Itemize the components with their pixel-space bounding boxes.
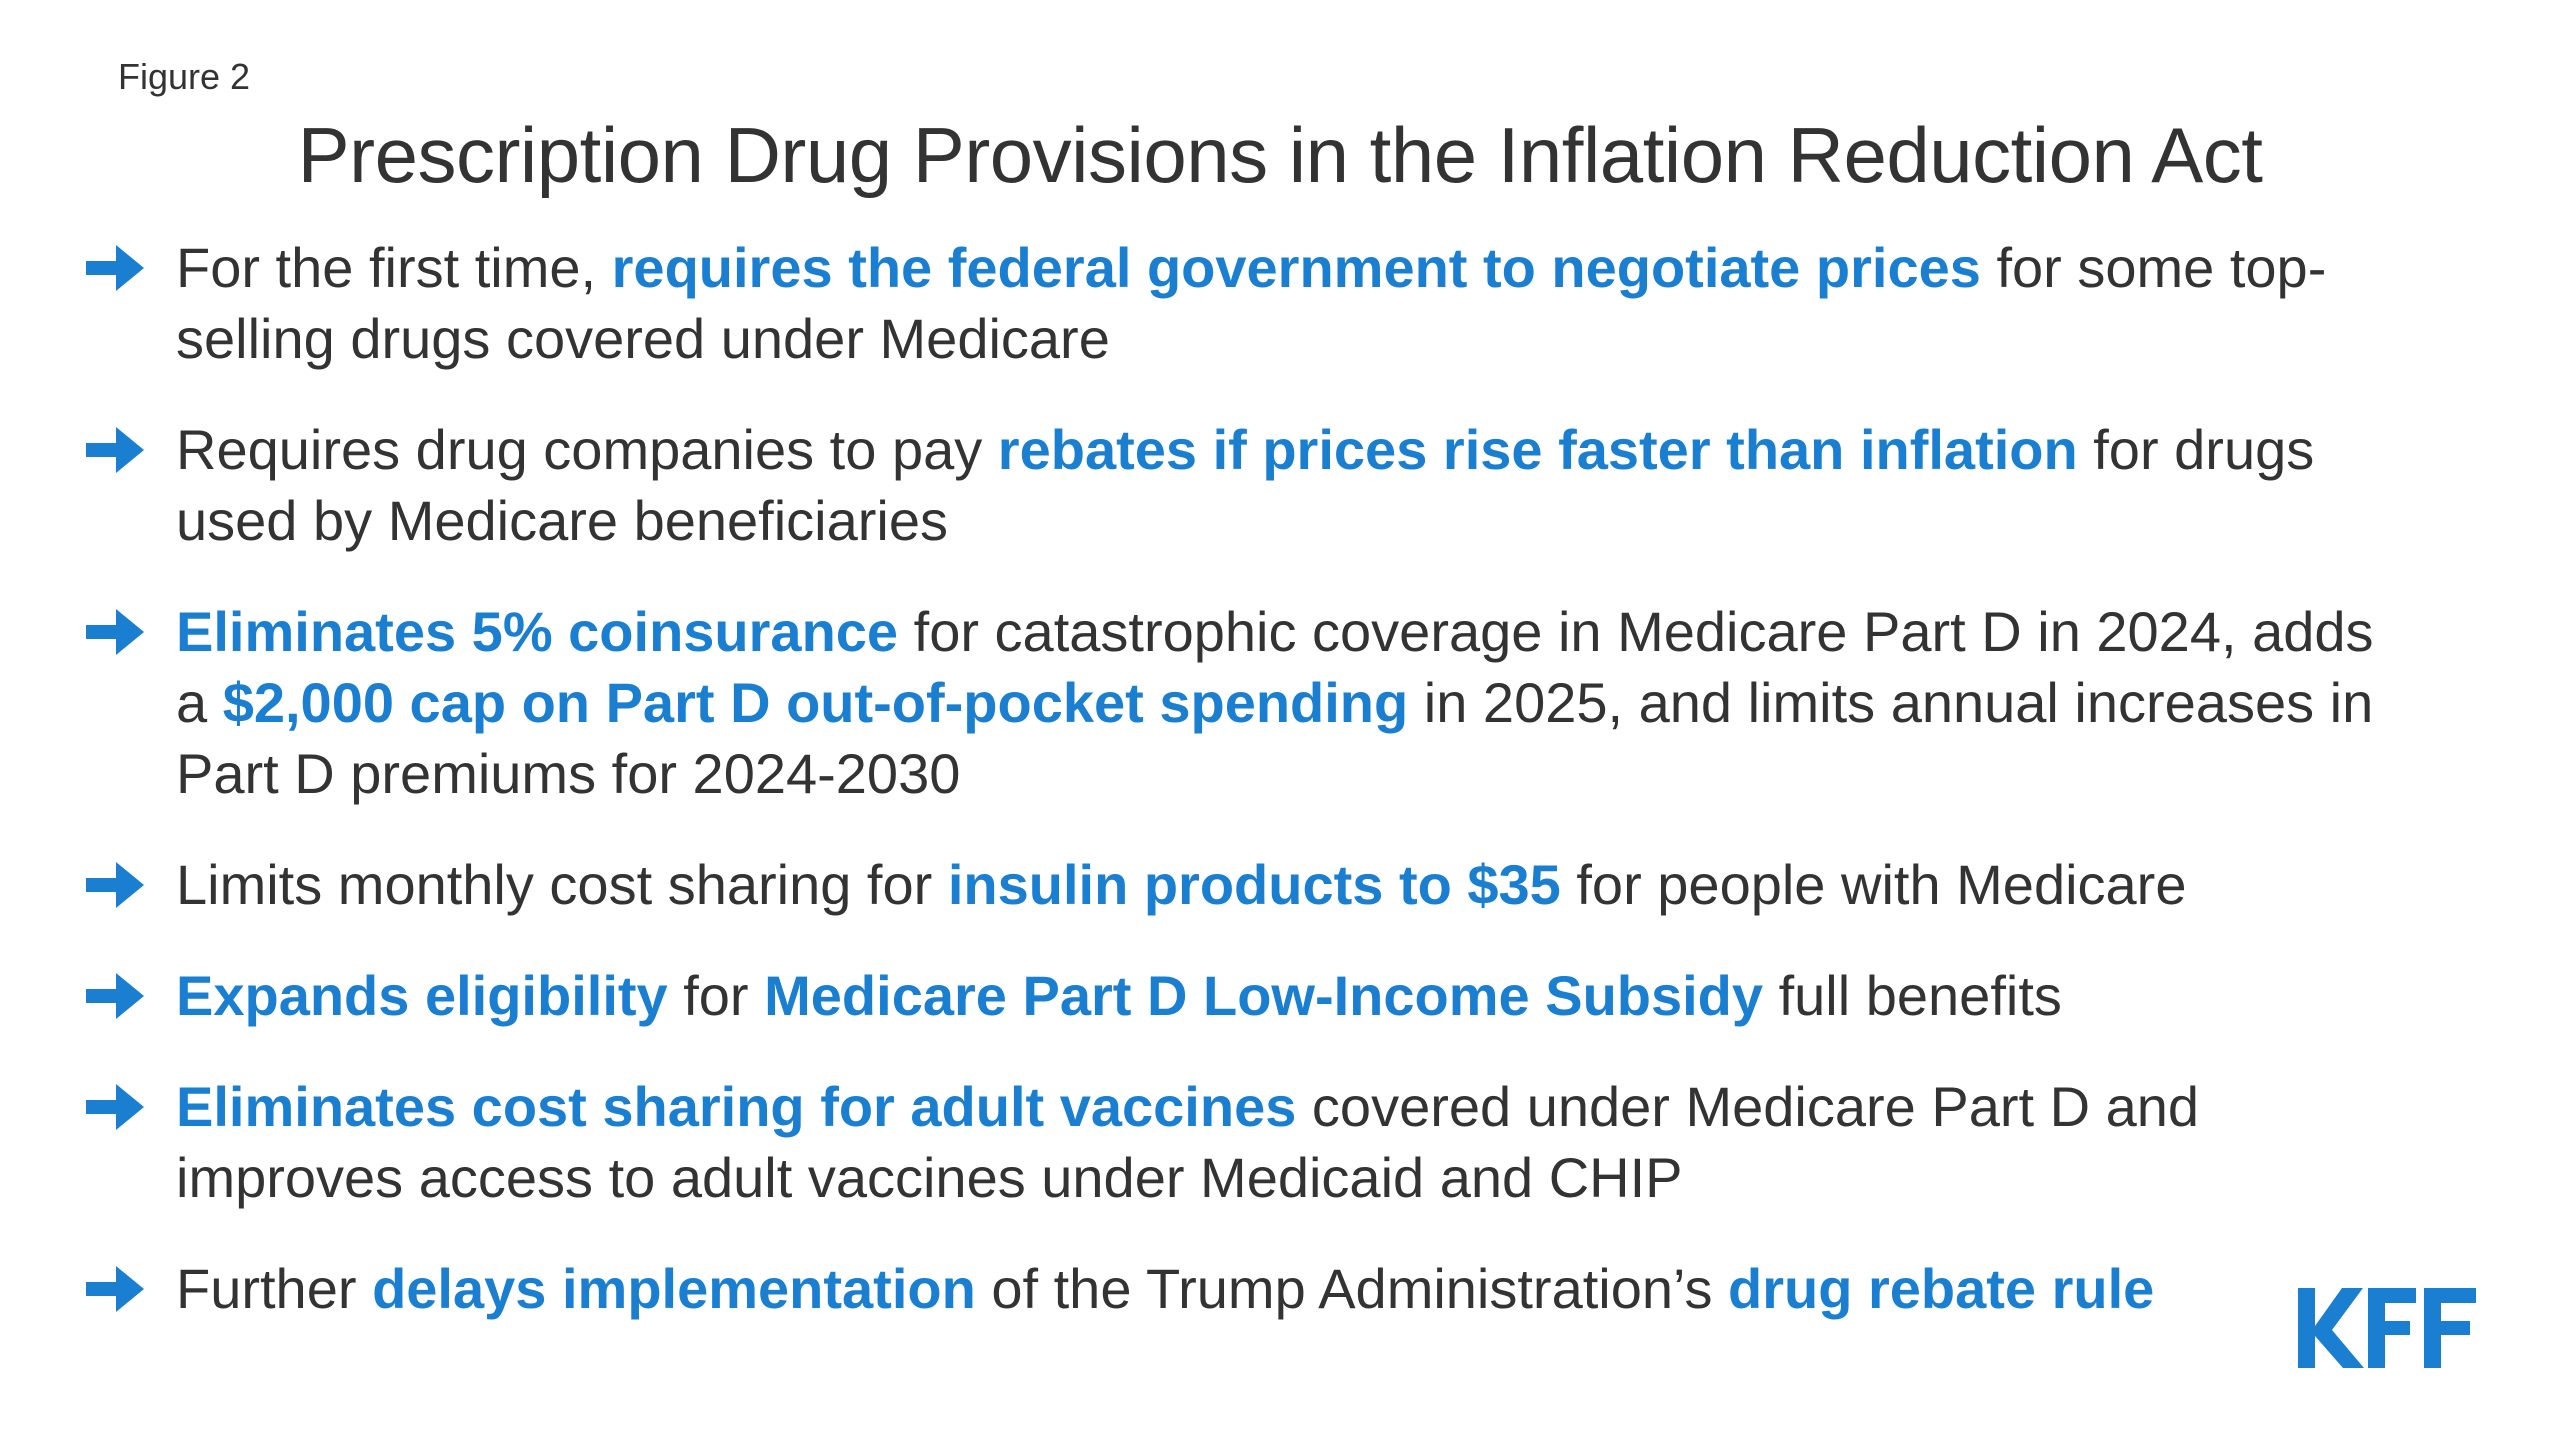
right-arrow-icon [86,1253,176,1324]
right-arrow-icon [86,1071,176,1142]
list-item: Requires drug companies to pay rebates i… [86,414,2406,556]
list-item-text: Expands eligibility for Medicare Part D … [176,964,2062,1027]
page-title: Prescription Drug Provisions in the Infl… [297,111,2263,199]
kff-logo [2298,1288,2476,1368]
list-item: Expands eligibility for Medicare Part D … [86,960,2406,1031]
list-item-text: Further delays implementation of the Tru… [176,1257,2155,1320]
right-arrow-icon [86,596,176,667]
right-arrow-icon [86,232,176,303]
list-item: Eliminates cost sharing for adult vaccin… [86,1071,2406,1213]
list-item-text: Requires drug companies to pay rebates i… [176,418,2315,552]
right-arrow-icon [86,414,176,485]
list-item: For the first time, requires the federal… [86,232,2406,374]
provisions-list: For the first time, requires the federal… [86,232,2406,1364]
right-arrow-icon [86,960,176,1031]
list-item-text: Limits monthly cost sharing for insulin … [176,853,2187,916]
list-item: Eliminates 5% coinsurance for catastroph… [86,596,2406,809]
figure-label: Figure 2 [118,56,251,97]
list-item: Limits monthly cost sharing for insulin … [86,849,2406,920]
list-item-text: For the first time, requires the federal… [176,236,2327,370]
list-item-text: Eliminates cost sharing for adult vaccin… [176,1075,2200,1209]
list-item: Further delays implementation of the Tru… [86,1253,2406,1324]
list-item-text: Eliminates 5% coinsurance for catastroph… [176,600,2374,805]
right-arrow-icon [86,849,176,920]
